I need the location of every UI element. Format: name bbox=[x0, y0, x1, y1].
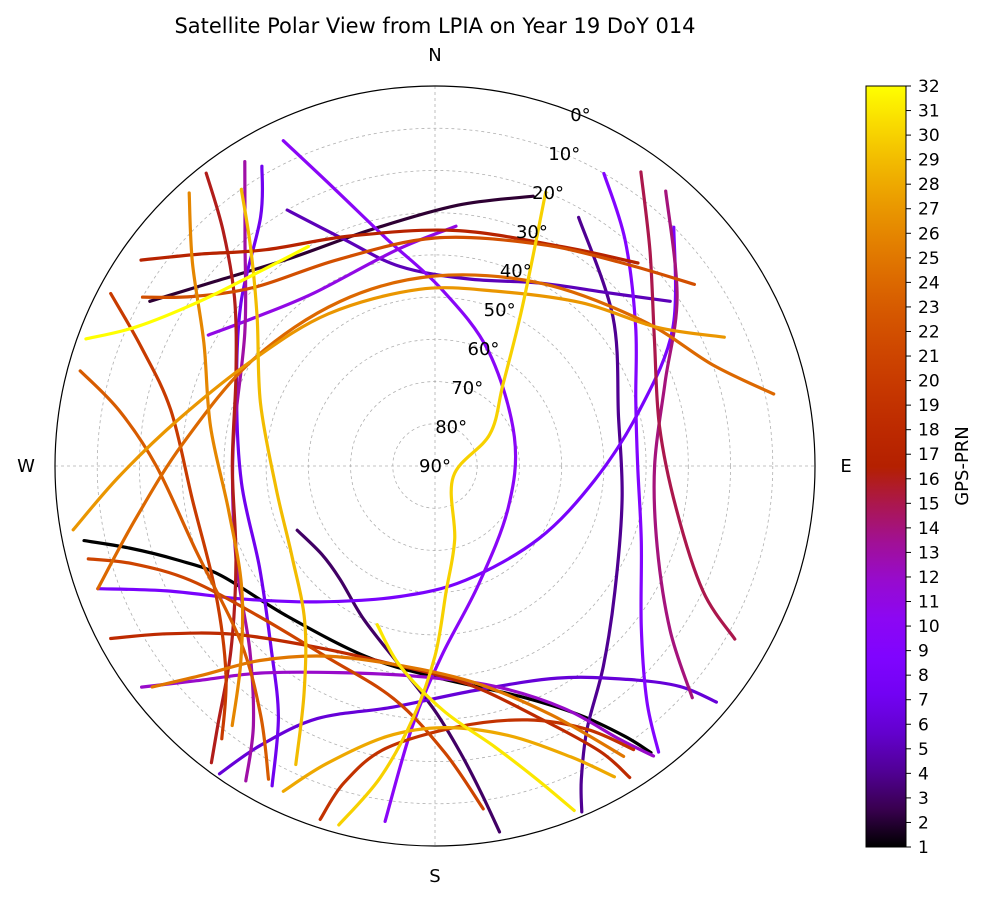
colorbar-ticks: 1234567891011121314151617181920212223242… bbox=[906, 77, 940, 858]
colorbar-gradient bbox=[865, 85, 907, 848]
colorbar-tick-label: 23 bbox=[918, 298, 940, 318]
colorbar-tick-label: 32 bbox=[918, 77, 940, 97]
satellite-track-prn-5 bbox=[285, 208, 672, 303]
satellite-track-prn-15 bbox=[639, 170, 737, 641]
satellite-track-prn-12 bbox=[140, 670, 656, 758]
elevation-tick-labels: 0° 10° 20° 30° 40° 50° 60° 70° 80° 90° bbox=[419, 105, 591, 477]
satellite-track-prn-21 bbox=[86, 557, 485, 811]
colorbar-tick-label: 5 bbox=[918, 740, 929, 760]
satellite-track-prn-26 bbox=[187, 191, 245, 728]
colorbar-tick-label: 9 bbox=[918, 642, 929, 662]
satellite-track-prn-9 bbox=[602, 171, 661, 754]
polar-frame bbox=[54, 85, 816, 847]
colorbar-tick-label: 17 bbox=[918, 445, 940, 465]
colorbar-tick-label: 2 bbox=[918, 813, 929, 833]
colorbar-tick-label: 10 bbox=[918, 617, 940, 637]
satellite-track-prn-23 bbox=[78, 369, 271, 781]
elevation-tick-label: 90° bbox=[419, 456, 451, 477]
colorbar-tick-label: 15 bbox=[918, 494, 940, 514]
colorbar-tick-label: 18 bbox=[918, 421, 940, 441]
colorbar-tick-label: 6 bbox=[918, 715, 929, 735]
colorbar-tick-label: 29 bbox=[918, 151, 940, 171]
grid-ring bbox=[181, 212, 689, 720]
colorbar-tick-label: 13 bbox=[918, 543, 940, 563]
colorbar-tick-label: 31 bbox=[918, 102, 940, 122]
elevation-tick-label: 30° bbox=[516, 222, 548, 243]
direction-label-north: N bbox=[428, 45, 441, 66]
colorbar-tick-label: 8 bbox=[918, 666, 929, 686]
direction-label-south: S bbox=[429, 866, 440, 887]
colorbar-tick-label: 28 bbox=[918, 175, 940, 195]
colorbar-tick-label: 25 bbox=[918, 249, 940, 269]
satellite-track-prn-28 bbox=[281, 725, 616, 793]
elevation-tick-label: 40° bbox=[500, 261, 532, 282]
satellite-track-prn-30 bbox=[337, 190, 548, 827]
elevation-tick-label: 0° bbox=[570, 105, 590, 126]
elevation-tick-label: 70° bbox=[451, 378, 483, 399]
colorbar-tick-label: 27 bbox=[918, 200, 940, 220]
satellite-track-prn-10 bbox=[281, 139, 518, 823]
elevation-tick-label: 10° bbox=[548, 144, 580, 165]
colorbar-tick-label: 12 bbox=[918, 568, 940, 588]
satellite-track-prn-31 bbox=[375, 623, 576, 813]
direction-label-east: E bbox=[840, 456, 851, 477]
satellite-track-prn-22 bbox=[140, 235, 696, 300]
colorbar-tick-label: 7 bbox=[918, 691, 929, 711]
polar-axes: 0° 10° 20° 30° 40° 50° 60° 70° 80° 90° N E S W bbox=[17, 45, 852, 887]
satellite-track-prn-4 bbox=[577, 215, 624, 814]
satellite-track-prn-2 bbox=[148, 194, 535, 303]
satellite-track-prn-6 bbox=[217, 675, 718, 776]
colorbar-tick-label: 19 bbox=[918, 396, 940, 416]
satellite-track-prn-27 bbox=[71, 286, 726, 532]
satellite-track-prn-32 bbox=[84, 245, 310, 341]
satellite-tracks bbox=[71, 139, 776, 834]
satellite-track-prn-20 bbox=[109, 291, 228, 741]
satellite-track-prn-24 bbox=[96, 273, 776, 591]
colorbar-tick-label: 24 bbox=[918, 273, 940, 293]
colorbar-tick-label: 4 bbox=[918, 764, 929, 784]
satellite-track-prn-16 bbox=[204, 171, 238, 765]
colorbar-tick-label: 1 bbox=[918, 838, 929, 858]
colorbar-tick-label: 3 bbox=[918, 789, 929, 809]
direction-label-west: W bbox=[17, 456, 35, 477]
colorbar-tick-label: 22 bbox=[918, 322, 940, 342]
colorbar-tick-label: 30 bbox=[918, 126, 940, 146]
colorbar: 1234567891011121314151617181920212223242… bbox=[865, 77, 973, 858]
satellite-track-prn-25 bbox=[150, 654, 626, 758]
colorbar-tick-label: 14 bbox=[918, 519, 940, 539]
colorbar-tick-label: 11 bbox=[918, 593, 940, 613]
satellite-track-prn-14 bbox=[652, 189, 694, 700]
elevation-tick-label: 20° bbox=[532, 183, 564, 204]
elevation-tick-label: 60° bbox=[468, 339, 500, 360]
elevation-tick-label: 50° bbox=[484, 300, 516, 321]
colorbar-tick-label: 26 bbox=[918, 224, 940, 244]
colorbar-label: GPS-PRN bbox=[952, 426, 973, 506]
chart-title: Satellite Polar View from LPIA on Year 1… bbox=[174, 14, 695, 38]
elevation-tick-label: 80° bbox=[435, 417, 467, 438]
colorbar-tick-label: 16 bbox=[918, 470, 940, 490]
colorbar-tick-label: 20 bbox=[918, 372, 940, 392]
colorbar-tick-label: 21 bbox=[918, 347, 940, 367]
